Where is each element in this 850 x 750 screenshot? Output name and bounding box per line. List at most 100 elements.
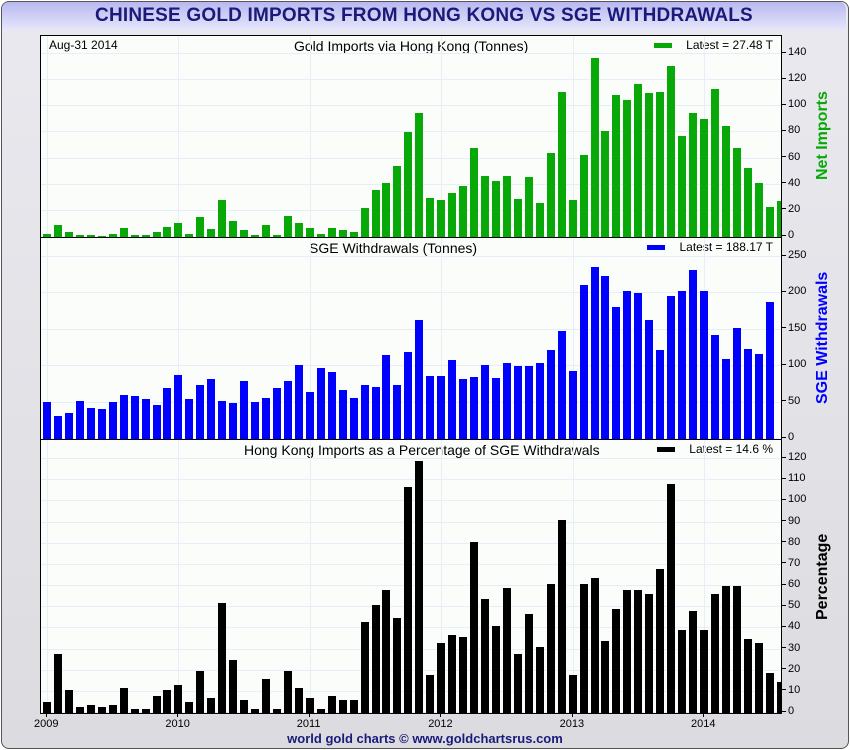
gridline-v <box>572 440 574 713</box>
x-tick-label: 2009 <box>34 718 59 730</box>
y-tick-label: 200 <box>782 285 806 297</box>
bar <box>667 296 676 439</box>
bar <box>294 365 303 439</box>
bar <box>634 84 643 237</box>
bar <box>207 229 216 237</box>
x-tick-label: 2011 <box>296 718 321 730</box>
bar <box>590 267 599 439</box>
gridline-h <box>41 458 781 459</box>
bar <box>119 395 128 439</box>
bar <box>481 598 489 713</box>
x-tick-mark <box>308 713 310 717</box>
legend-swatch-green <box>654 43 673 49</box>
bar <box>524 613 533 713</box>
bar <box>579 284 588 439</box>
sge-panel-title: SGE Withdrawals (Tonnes) <box>309 240 478 256</box>
y-tick-label: 120 <box>782 72 806 84</box>
sge-y-axis-label: SGE Withdrawals <box>814 271 831 404</box>
bar <box>97 409 106 439</box>
bar <box>634 590 643 713</box>
x-tick-mark <box>571 713 573 717</box>
bar <box>152 404 161 439</box>
bar <box>262 679 270 713</box>
x-tick-mark <box>46 713 47 717</box>
bar <box>338 230 347 237</box>
pct-y-axis-label: Percentage <box>814 533 831 620</box>
bar <box>524 366 533 439</box>
bar <box>393 166 402 237</box>
bar <box>393 385 402 439</box>
bar <box>75 401 84 439</box>
y-tick-label: 0 <box>782 229 794 241</box>
bar <box>174 222 183 237</box>
bar <box>349 231 358 237</box>
bar <box>678 136 687 237</box>
gridline-v <box>572 36 574 237</box>
gridline-v <box>441 440 443 713</box>
gridline-h <box>41 479 781 481</box>
bar <box>382 590 391 713</box>
bar <box>229 403 238 439</box>
bar <box>491 626 500 713</box>
bar <box>75 235 84 237</box>
y-tick-label: 40 <box>782 620 800 632</box>
bar <box>513 366 522 439</box>
bar <box>590 577 599 713</box>
bar <box>196 670 205 713</box>
bar <box>601 131 610 237</box>
sge-legend: Latest = 188.17 T <box>647 240 773 254</box>
bar <box>448 360 457 439</box>
bar <box>721 586 730 713</box>
x-tick-label: 2014 <box>691 718 716 730</box>
y-tick-label: 120 <box>782 451 806 463</box>
bar <box>721 125 730 237</box>
gridline-v <box>572 238 574 439</box>
bar <box>207 698 216 713</box>
y-tick-label: 0 <box>782 705 794 717</box>
bar <box>524 176 533 237</box>
bar <box>185 702 194 713</box>
y-tick-label: 140 <box>782 46 806 58</box>
bar <box>601 641 610 713</box>
bar <box>382 355 391 439</box>
bar <box>634 293 643 439</box>
bar <box>349 398 358 439</box>
bar <box>481 175 489 237</box>
bar <box>64 412 73 439</box>
bar <box>43 234 51 237</box>
bar <box>426 197 435 237</box>
bar <box>645 594 654 713</box>
bar <box>732 327 741 439</box>
bar <box>393 617 402 713</box>
bar <box>240 380 249 439</box>
y-tick-label: 10 <box>782 684 800 696</box>
bar <box>196 217 205 237</box>
bar <box>568 674 577 713</box>
chart-title: CHINESE GOLD IMPORTS FROM HONG KONG VS S… <box>95 5 753 26</box>
bar <box>404 132 413 237</box>
bar <box>645 93 654 237</box>
bar <box>601 275 610 439</box>
y-tick-label: 50 <box>782 599 800 611</box>
pct-legend: Latest = 14.6 % <box>657 442 773 456</box>
bar <box>382 183 391 237</box>
bar <box>459 186 468 237</box>
bar <box>612 94 621 237</box>
y-tick-label: 60 <box>782 578 800 590</box>
bar <box>470 541 479 713</box>
y-tick-label: 80 <box>782 124 800 136</box>
bar <box>86 704 95 713</box>
bar <box>218 602 227 713</box>
gridline-v <box>47 36 48 237</box>
bar <box>546 350 555 439</box>
bar <box>700 291 708 439</box>
gridline-v <box>704 440 705 713</box>
y-tick-label: 250 <box>782 249 806 261</box>
bar <box>568 200 577 237</box>
bar <box>141 398 150 439</box>
bar <box>612 609 621 713</box>
bar <box>710 334 719 439</box>
bar <box>360 385 369 439</box>
bar <box>185 234 194 237</box>
bar <box>656 569 665 713</box>
